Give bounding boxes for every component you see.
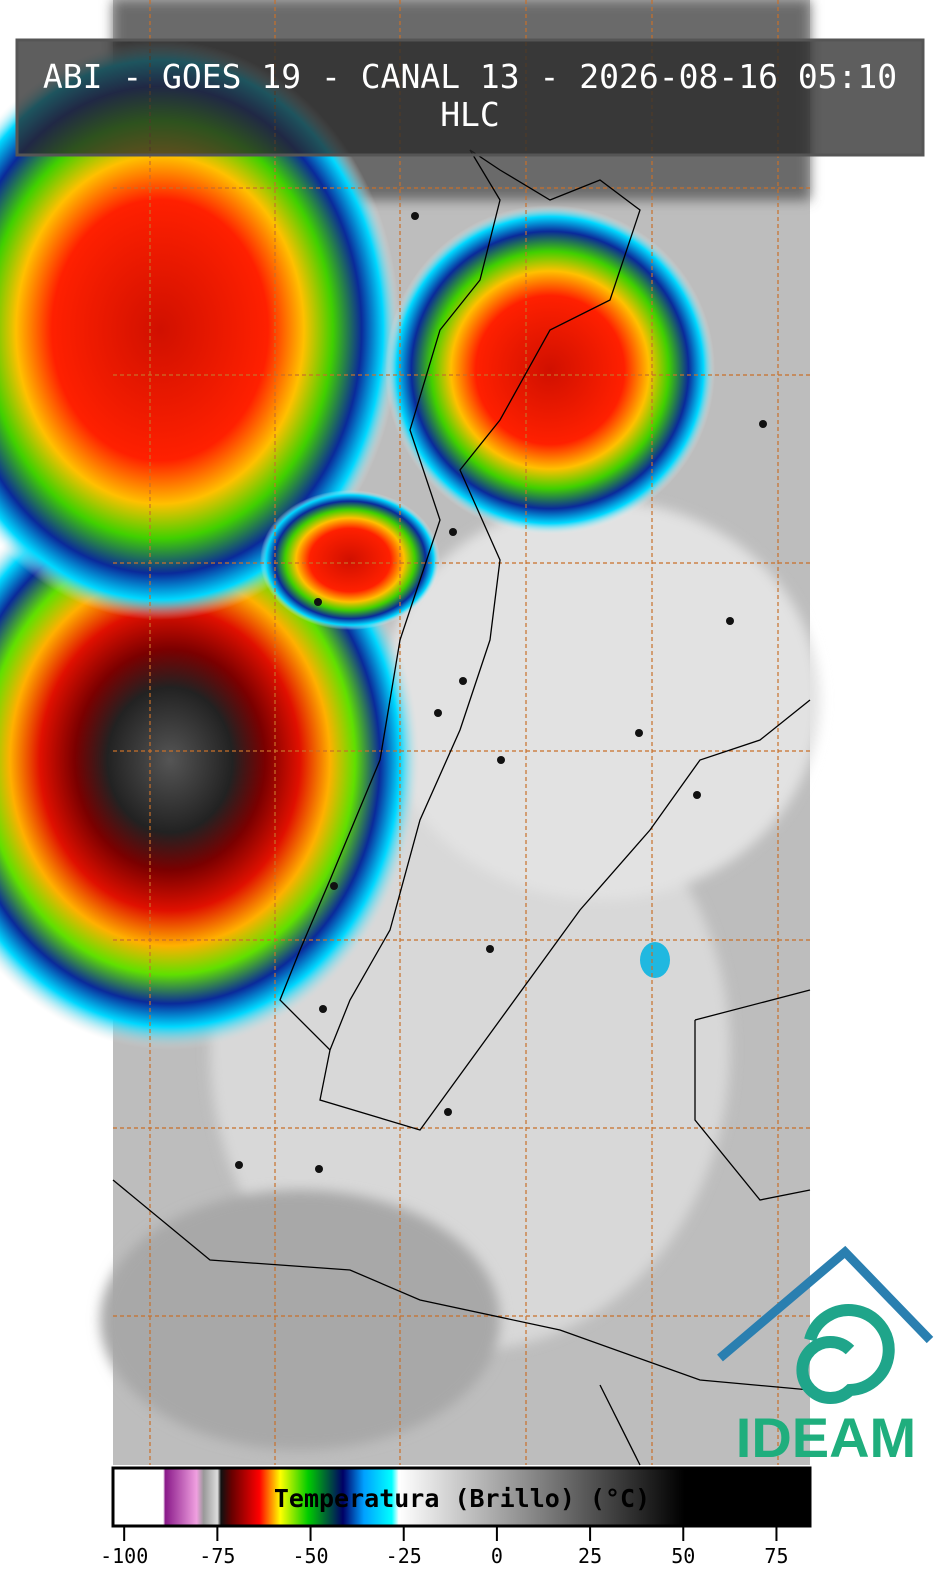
logo-mark [717, 1245, 934, 1404]
colorbar-tick-label: 50 [671, 1544, 695, 1568]
colorbar-tick-label: -25 [386, 1544, 422, 1568]
colorbar-tick-label: 75 [764, 1544, 788, 1568]
colorbar-tick-label: 0 [491, 1544, 503, 1568]
colorbar-tick-label: -50 [292, 1544, 328, 1568]
title: ABI - GOES 19 - CANAL 13 - 2026-08-16 05… [43, 57, 897, 96]
borders [112, 149, 811, 1466]
logo-text: IDEAM [736, 1406, 916, 1469]
cities [235, 212, 767, 1173]
title-box [15, 38, 925, 157]
imagery [0, 0, 820, 1465]
colorbar-tick-label: -75 [199, 1544, 235, 1568]
colorbar-tick-label: 25 [578, 1544, 602, 1568]
colorbar-label: Temperatura (Brillo) (°C) [274, 1484, 650, 1513]
subtitle: HLC [440, 95, 500, 134]
colorbar-tick-label: -100 [100, 1544, 148, 1568]
colorbar [111, 1466, 812, 1528]
